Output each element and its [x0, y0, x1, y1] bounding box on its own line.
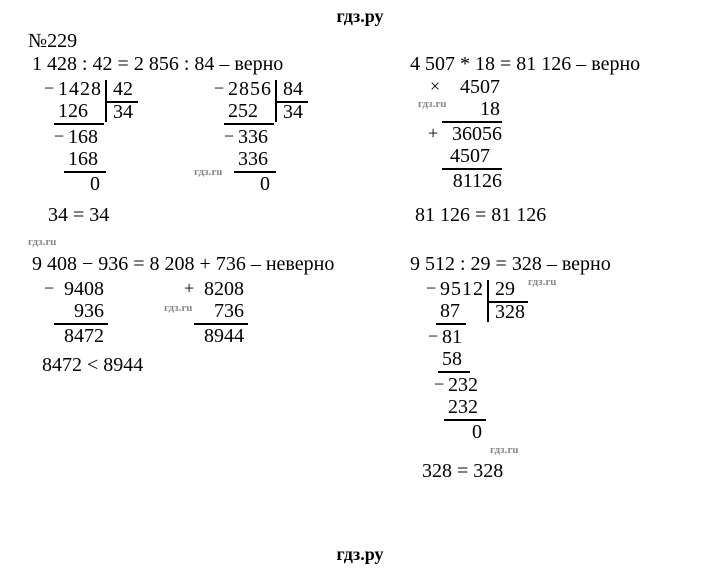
- p2-check: 81 126 = 81 126: [415, 204, 546, 227]
- p4-check: 328 = 328: [422, 460, 503, 483]
- p2-equation: 4 507 * 18 = 81 126 – верно: [410, 53, 640, 76]
- p4-equation: 9 512 : 29 = 328 – верно: [410, 253, 611, 276]
- site-header: гдз.ру: [0, 6, 720, 27]
- watermark: гдз.ru: [418, 98, 446, 110]
- watermark: гдз.ru: [194, 166, 222, 178]
- site-footer: гдз.ру: [0, 544, 720, 565]
- p3-equation: 9 408 − 936 = 8 208 + 736 – неверно: [32, 253, 334, 276]
- watermark: гдз.ru: [28, 236, 56, 248]
- watermark: гдз.ru: [528, 276, 556, 288]
- watermark: гдз.ru: [490, 444, 518, 456]
- p1-check: 34 = 34: [48, 204, 109, 227]
- problem-number: №229: [28, 30, 77, 53]
- p3-check: 8472 < 8944: [42, 354, 143, 377]
- p1-equation: 1 428 : 42 = 2 856 : 84 – верно: [32, 53, 283, 76]
- watermark: гдз.ru: [164, 302, 192, 314]
